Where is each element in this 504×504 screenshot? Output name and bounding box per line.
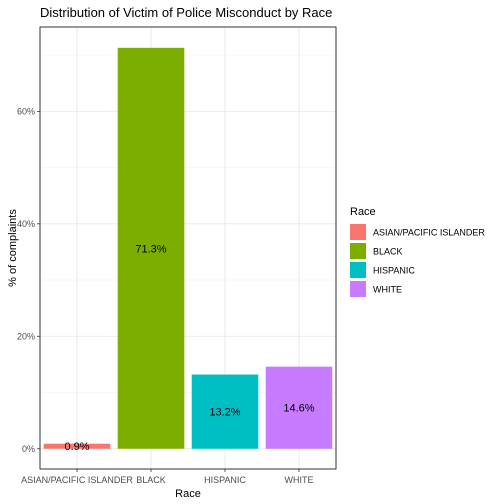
y-tick-label: 60% <box>17 106 35 116</box>
x-tick-label: WHITE <box>285 475 314 485</box>
legend: Race ASIAN/PACIFIC ISLANDER BLACK HISPANIC W… <box>350 206 485 297</box>
data-label: 0.9% <box>64 441 89 453</box>
legend-key <box>350 243 366 259</box>
legend-title: Race <box>350 206 376 218</box>
bar <box>265 366 333 449</box>
data-label: 71.3% <box>135 243 166 255</box>
legend-key <box>350 262 366 278</box>
y-axis-title: % of complaints <box>7 209 19 287</box>
bar <box>43 443 111 449</box>
x-tick-label: BLACK <box>136 475 166 485</box>
y-tick-label: 40% <box>17 219 35 229</box>
x-tick-label: HISPANIC <box>204 475 246 485</box>
chart-title: Distribution of Victim of Police Miscond… <box>40 5 332 20</box>
y-tick-label: 0% <box>22 444 35 454</box>
bar <box>191 374 259 449</box>
y-tick-label: 20% <box>17 331 35 341</box>
x-axis: ASIAN/PACIFIC ISLANDER BLACK HISPANIC WHITE <box>21 469 314 485</box>
legend-key <box>350 224 366 240</box>
legend-key <box>350 281 366 297</box>
data-label: 14.6% <box>283 403 314 415</box>
y-axis: 0% 20% 40% 60% <box>17 106 40 454</box>
data-label: 13.2% <box>209 407 240 419</box>
legend-entry: ASIAN/PACIFIC ISLANDER <box>373 228 485 238</box>
legend-entry: HISPANIC <box>373 266 415 276</box>
x-axis-title: Race <box>175 488 201 500</box>
legend-entry: BLACK <box>373 247 403 257</box>
x-tick-label: ASIAN/PACIFIC ISLANDER <box>21 475 133 485</box>
bars: 0.9% 71.3% 13.2% 14.6% <box>43 47 333 453</box>
legend-entry: WHITE <box>373 285 402 295</box>
panel-border <box>39 26 337 470</box>
bar <box>117 47 185 449</box>
